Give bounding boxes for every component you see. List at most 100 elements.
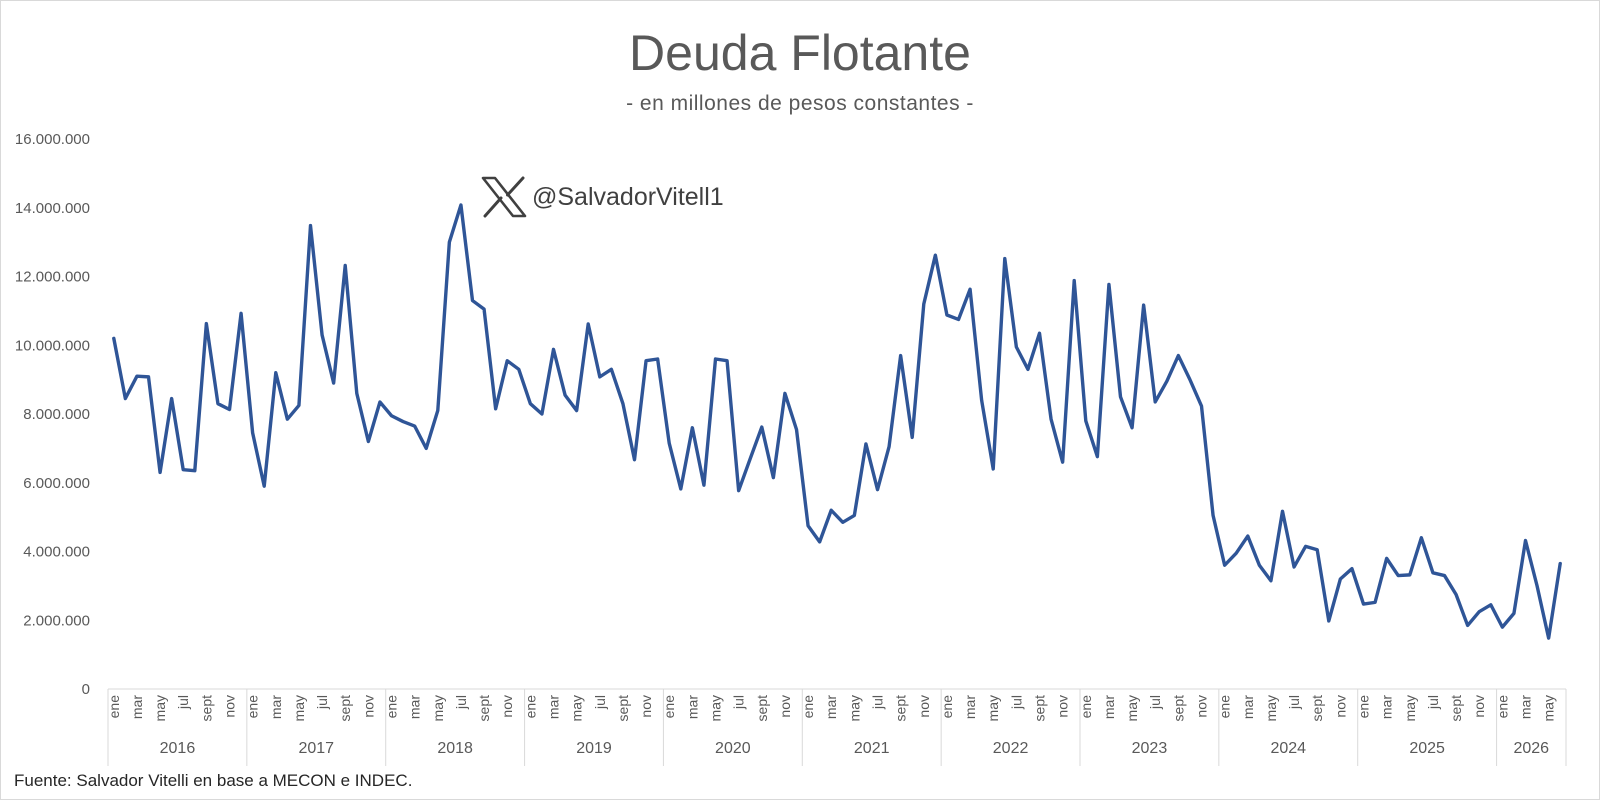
data-point: [286, 418, 289, 421]
source-note: Fuente: Salvador Vitelli en base a MECON…: [14, 771, 413, 790]
data-point: [656, 357, 659, 360]
x-tick-label: ene: [1494, 695, 1510, 719]
data-point: [517, 368, 520, 371]
year-label: 2017: [298, 740, 334, 757]
x-tick-label: ene: [1356, 695, 1372, 719]
data-point: [610, 368, 613, 371]
data-point: [772, 476, 775, 479]
data-point: [598, 375, 601, 378]
x-tick-label: jul: [731, 695, 747, 710]
data-point: [876, 488, 879, 491]
year-label: 2024: [1270, 740, 1306, 757]
data-point: [691, 426, 694, 429]
x-tick-label: mar: [962, 695, 978, 719]
data-point: [1107, 283, 1110, 286]
data-point: [1130, 426, 1133, 429]
year-label: 2026: [1513, 740, 1549, 757]
x-tick-label: mar: [1101, 695, 1117, 719]
data-point: [980, 399, 983, 402]
data-point: [1316, 548, 1319, 551]
data-point: [714, 357, 717, 360]
year-label: 2018: [437, 740, 473, 757]
data-point: [1443, 574, 1446, 577]
year-label: 2022: [993, 740, 1029, 757]
data-point: [1061, 461, 1064, 464]
data-point: [864, 442, 867, 445]
data-point: [899, 354, 902, 357]
data-point: [205, 322, 208, 325]
x-tick-label: mar: [684, 695, 700, 719]
data-point: [587, 322, 590, 325]
x-tick-label: ene: [106, 695, 122, 719]
x-tick-label: ene: [1078, 695, 1094, 719]
x-tick-label: may: [291, 695, 307, 721]
x-tick-label: sept: [1309, 695, 1325, 722]
data-point: [320, 333, 323, 336]
x-tick-label: sept: [337, 695, 353, 722]
x-logo-icon: [481, 176, 527, 218]
x-tick-label: mar: [1379, 695, 1395, 719]
data-point: [263, 485, 266, 488]
data-point: [332, 381, 335, 384]
data-point: [818, 540, 821, 543]
year-label: 2025: [1409, 740, 1445, 757]
data-point: [702, 484, 705, 487]
data-point: [355, 392, 358, 395]
x-tick-label: nov: [638, 695, 654, 718]
data-point: [147, 375, 150, 378]
x-tick-label: jul: [314, 695, 330, 710]
x-tick-label: may: [985, 695, 1001, 721]
x-tick-label: jul: [453, 695, 469, 710]
data-point: [158, 471, 161, 474]
x-tick-label: mar: [546, 695, 562, 719]
series-layer: [112, 203, 1562, 640]
data-point: [482, 308, 485, 311]
data-point: [1420, 536, 1423, 539]
data-point: [1211, 514, 1214, 517]
x-tick-label: jul: [1286, 695, 1302, 710]
x-tick-label: jul: [1425, 695, 1441, 710]
data-point: [239, 312, 242, 315]
x-tick-label: nov: [1055, 695, 1071, 718]
x-tick-label: nov: [1332, 695, 1348, 718]
x-tick-label: jul: [592, 695, 608, 710]
x-tick-label: mar: [823, 695, 839, 719]
y-axis: 0 2.000.000 4.000.000 6.000.000 8.000.000 10.…: [15, 131, 90, 698]
x-tick-label: nov: [1194, 695, 1210, 718]
data-point: [1038, 332, 1041, 335]
x-tick-label: ene: [245, 695, 261, 719]
chart-subtitle: - en millones de pesos constantes -: [626, 92, 974, 115]
data-point: [1408, 573, 1411, 576]
data-point: [506, 359, 509, 362]
data-point: [1292, 565, 1295, 568]
x-tick-label: ene: [661, 695, 677, 719]
data-point: [887, 445, 890, 448]
x-tick-label: sept: [615, 695, 631, 722]
data-point: [1177, 354, 1180, 357]
x-axis: ene mar may jul sept nov ene mar may jul sept nov en…: [106, 688, 1567, 766]
x-tick-label: mar: [1240, 695, 1256, 719]
x-tick-label: ene: [384, 695, 400, 719]
x-tick-label: ene: [800, 695, 816, 719]
x-tick-label: mar: [407, 695, 423, 719]
data-point: [1223, 564, 1226, 567]
data-point: [1142, 303, 1145, 306]
data-point: [1547, 637, 1550, 640]
data-point: [1188, 378, 1191, 381]
data-point: [1096, 455, 1099, 458]
data-point: [1373, 601, 1376, 604]
data-point: [1397, 574, 1400, 577]
data-point: [112, 337, 115, 340]
data-point: [182, 468, 185, 471]
data-point: [1165, 380, 1168, 383]
x-tick-label: jul: [175, 695, 191, 710]
x-tick-label: may: [846, 695, 862, 721]
x-tick-label: sept: [1448, 695, 1464, 722]
data-point: [228, 408, 231, 411]
y-tick-label: 12.000.000: [15, 269, 90, 286]
data-point: [760, 425, 763, 428]
data-point: [529, 402, 532, 405]
data-point: [911, 436, 914, 439]
x-tick-label: jul: [1008, 695, 1024, 710]
